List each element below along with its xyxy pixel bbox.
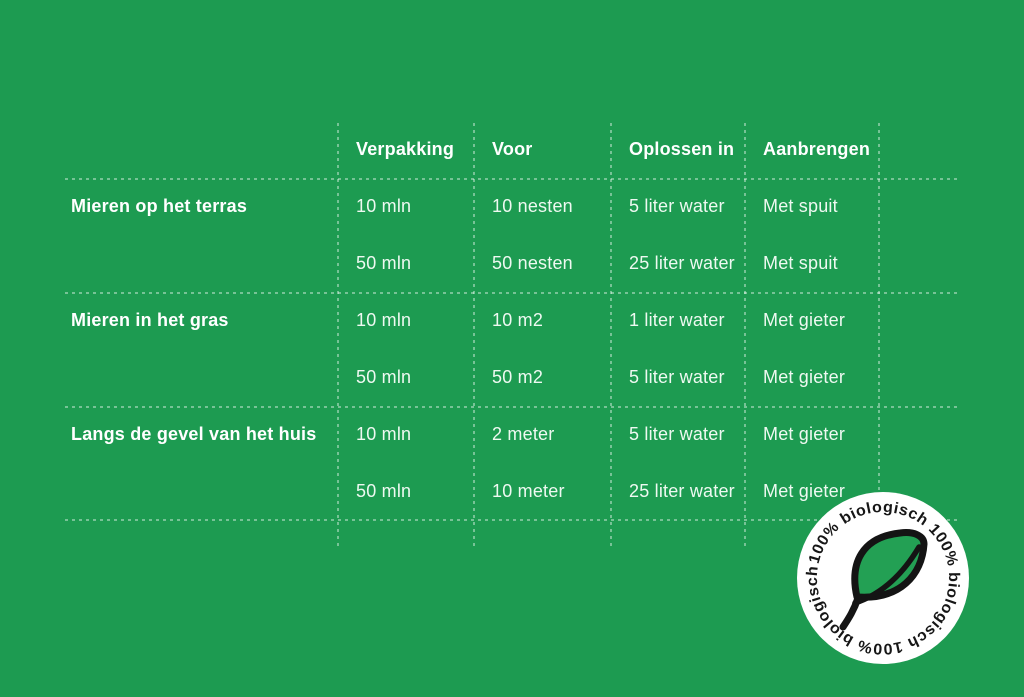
cell-aanbrengen: Met gieter [763,481,846,501]
cell-voor: 10 m2 [492,310,544,330]
row-label: Mieren in het gras [71,310,229,330]
table-row: Mieren op het terras 10 mln 10 nesten 5 … [65,178,958,235]
bio-badge: 100% biologisch 100% biologisch 100% bio… [797,492,969,664]
cell-oplossen-in: 5 liter water [629,424,725,444]
cell-voor: 50 m2 [492,367,544,387]
row-label: Langs de gevel van het huis [71,424,317,444]
cell-aanbrengen: Met gieter [763,367,846,387]
cell-verpakking: 50 mln [356,481,412,501]
grid-line-vertical [473,123,475,550]
cell-aanbrengen: Met spuit [763,196,838,216]
cell-voor: 2 meter [492,424,555,444]
grid-line-horizontal [65,178,958,180]
cell-aanbrengen: Met gieter [763,310,846,330]
table-header-row: Verpakking Voor Oplossen in Aanbrengen [65,120,958,178]
table-row: Mieren in het gras 10 mln 10 m2 1 liter … [65,292,958,349]
table-row: 50 mln 10 meter 25 liter water Met giete… [65,463,958,520]
cell-aanbrengen: Met spuit [763,253,838,273]
grid-line-vertical [744,123,746,550]
table-row: Langs de gevel van het huis 10 mln 2 met… [65,406,958,463]
cell-voor: 10 nesten [492,196,573,216]
cell-oplossen-in: 5 liter water [629,196,725,216]
grid-line-vertical [610,123,612,550]
cell-aanbrengen: Met gieter [763,424,846,444]
grid-line-horizontal [65,406,958,408]
grid-line-horizontal [65,519,958,521]
header-cell-aanbrengen: Aanbrengen [763,138,871,159]
leaf-icon [839,529,928,631]
table-row: 50 mln 50 nesten 25 liter water Met spui… [65,235,958,292]
grid-line-vertical [878,123,880,550]
cell-verpakking: 10 mln [356,196,412,216]
cell-oplossen-in: 25 liter water [629,253,735,273]
grid-line-vertical [337,123,339,550]
cell-oplossen-in: 25 liter water [629,481,735,501]
row-label: Mieren op het terras [71,196,248,216]
cell-voor: 50 nesten [492,253,573,273]
header-cell-oplossen-in: Oplossen in [629,138,735,159]
cell-verpakking: 50 mln [356,253,412,273]
cell-oplossen-in: 1 liter water [629,310,725,330]
grid-line-horizontal [65,292,958,294]
header-cell-verpakking: Verpakking [356,138,455,159]
cell-verpakking: 10 mln [356,424,412,444]
dosage-table: Verpakking Voor Oplossen in Aanbrengen M… [65,120,958,550]
header-cell-voor: Voor [492,138,533,159]
cell-verpakking: 50 mln [356,367,412,387]
cell-voor: 10 meter [492,481,565,501]
cell-oplossen-in: 5 liter water [629,367,725,387]
cell-verpakking: 10 mln [356,310,412,330]
table-row: 50 mln 50 m2 5 liter water Met gieter [65,349,958,406]
